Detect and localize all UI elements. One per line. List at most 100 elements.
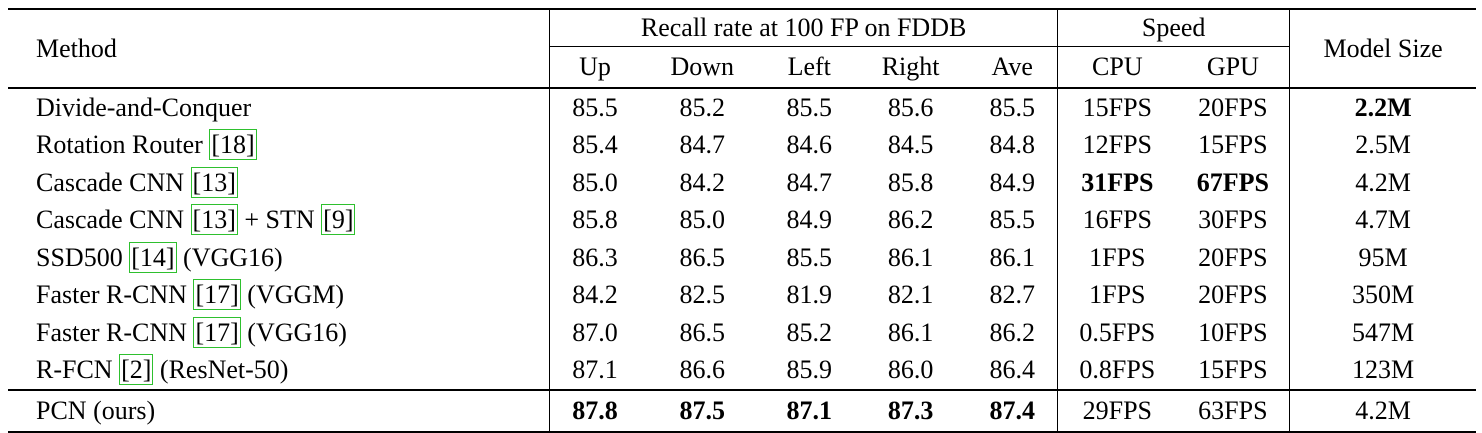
table-row: Cascade CNN [13] 85.0 84.2 84.7 85.8 84.…: [8, 164, 1476, 202]
cell-up: 85.5: [572, 92, 618, 122]
cell-up: 85.0: [572, 167, 618, 197]
cell-gpu: 30FPS: [1176, 201, 1291, 239]
cell-right: 86.1: [887, 317, 934, 347]
cell-ave: 86.4: [967, 351, 1059, 391]
header-cpu: CPU: [1057, 46, 1177, 89]
cell-cpu: 31FPS: [1081, 167, 1154, 197]
header-recall-group: Recall rate at 100 FP on FDDB: [549, 8, 1059, 47]
cell-cpu: 0.8FPS: [1057, 351, 1177, 391]
cell-size: 2.5M: [1355, 130, 1411, 160]
cell-size: 123M: [1289, 351, 1476, 391]
cell-cpu: 15FPS: [1082, 92, 1153, 122]
citation-link[interactable]: [14]: [129, 241, 177, 273]
method-cell: R-FCN [2] (ResNet-50): [8, 351, 551, 391]
cell-ave: 86.2: [967, 314, 1059, 352]
cell-gpu: 15FPS: [1176, 351, 1291, 391]
table-row: Rotation Router [18] 85.4 84.7 84.6 84.5…: [8, 126, 1476, 164]
header-ave: Ave: [967, 46, 1059, 89]
cell-cpu: 1FPS: [1089, 242, 1146, 272]
cell-left: 85.2: [786, 317, 832, 347]
citation-link[interactable]: [13]: [190, 204, 238, 236]
cell-size: 4.2M: [1355, 167, 1411, 197]
header-model-size: Model Size: [1289, 8, 1476, 89]
cell-left: 84.9: [786, 205, 832, 235]
method-cell: Cascade CNN [13]: [8, 164, 551, 202]
cell-up: 85.8: [572, 205, 618, 235]
cell-ave: 85.5: [967, 201, 1059, 239]
cell-left: 84.7: [786, 167, 832, 197]
cell-up: 87.0: [572, 317, 618, 347]
table-row: Divide-and-Conquer 85.5 85.2 85.5 85.6 8…: [8, 88, 1476, 127]
table-row: Faster R-CNN [17] (VGGM) 84.2 82.5 81.9 …: [8, 276, 1476, 314]
cell-size: 4.7M: [1355, 205, 1411, 235]
cell-ave: 85.5: [967, 88, 1059, 127]
results-table: Method Recall rate at 100 FP on FDDB Spe…: [8, 8, 1476, 433]
citation-link[interactable]: [17]: [193, 279, 241, 311]
cell-left: 85.5: [786, 242, 832, 272]
citation-link[interactable]: [9]: [321, 204, 356, 236]
table-row: SSD500 [14] (VGG16) 86.3 86.5 85.5 86.1 …: [8, 239, 1476, 277]
cell-up: 85.4: [572, 130, 618, 160]
cell-right: 86.1: [887, 242, 934, 272]
cell-right: 86.0: [853, 351, 968, 391]
header-method: Method: [8, 8, 551, 89]
cell-down: 84.7: [679, 130, 725, 160]
cell-cpu: 0.5FPS: [1079, 317, 1156, 347]
cell-size: 95M: [1358, 242, 1408, 272]
cell-down: 82.5: [679, 280, 725, 310]
cell-left: 85.5: [786, 92, 832, 122]
cell-cpu: 16FPS: [1082, 205, 1153, 235]
method-cell: Cascade CNN [13] + STN [9]: [8, 201, 551, 239]
cell-gpu: 20FPS: [1176, 276, 1291, 314]
cell-cpu: 1FPS: [1089, 280, 1146, 310]
cell-size: 547M: [1352, 317, 1415, 347]
citation-link[interactable]: [17]: [193, 316, 241, 348]
header-speed-group: Speed: [1057, 8, 1291, 47]
cell-ave: 84.8: [967, 126, 1059, 164]
method-cell: Divide-and-Conquer: [8, 88, 551, 127]
cell-left: 81.9: [786, 280, 832, 310]
cell-size: 2.2M: [1354, 92, 1412, 122]
table-row: Cascade CNN [13] + STN [9] 85.8 85.0 84.…: [8, 201, 1476, 239]
cell-gpu: 20FPS: [1176, 88, 1291, 127]
citation-link[interactable]: [13]: [190, 166, 238, 198]
method-cell: Faster R-CNN [17] (VGGM): [8, 276, 551, 314]
cell-size: 350M: [1352, 280, 1415, 310]
citation-link[interactable]: [18]: [209, 129, 257, 161]
cell-down: 86.5: [679, 317, 725, 347]
table-row: R-FCN [2] (ResNet-50) 87.1 86.6 85.9 86.…: [8, 351, 1476, 391]
cell-ave: 82.7: [967, 276, 1059, 314]
cell-gpu: 10FPS: [1176, 314, 1291, 352]
cell-ave: 86.1: [967, 239, 1059, 277]
citation-link[interactable]: [2]: [119, 354, 154, 386]
cell-right: 82.1: [887, 280, 934, 310]
cell-gpu: 20FPS: [1176, 239, 1291, 277]
cell-gpu: 67FPS: [1176, 164, 1291, 202]
header-up: Up: [549, 46, 640, 89]
header-down: Down: [639, 46, 765, 89]
cell-down: 85.0: [679, 205, 725, 235]
cell-up: 87.1: [549, 351, 640, 391]
cell-cpu: 12FPS: [1082, 130, 1153, 160]
cell-right: 85.6: [887, 92, 934, 122]
cell-left: 84.6: [786, 130, 832, 160]
cell-right: 85.8: [887, 167, 934, 197]
header-left: Left: [764, 46, 854, 89]
cell-right: 86.2: [887, 205, 934, 235]
cell-down: 85.2: [679, 92, 725, 122]
method-cell: Rotation Router [18]: [8, 126, 551, 164]
method-cell: Faster R-CNN [17] (VGG16): [8, 314, 551, 352]
table-row: Faster R-CNN [17] (VGG16) 87.0 86.5 85.2…: [8, 314, 1476, 352]
header-gpu: GPU: [1176, 46, 1291, 89]
cell-down: 86.5: [679, 242, 725, 272]
cell-ave: 84.9: [967, 164, 1059, 202]
cell-right: 84.5: [887, 130, 934, 160]
header-right: Right: [853, 46, 968, 89]
cell-gpu: 15FPS: [1176, 126, 1291, 164]
cell-up: 84.2: [572, 280, 618, 310]
cell-left: 85.9: [764, 351, 854, 391]
method-cell: SSD500 [14] (VGG16): [8, 239, 551, 277]
cell-up: 86.3: [572, 242, 618, 272]
cell-down: 86.6: [639, 351, 765, 391]
cell-down: 84.2: [679, 167, 725, 197]
